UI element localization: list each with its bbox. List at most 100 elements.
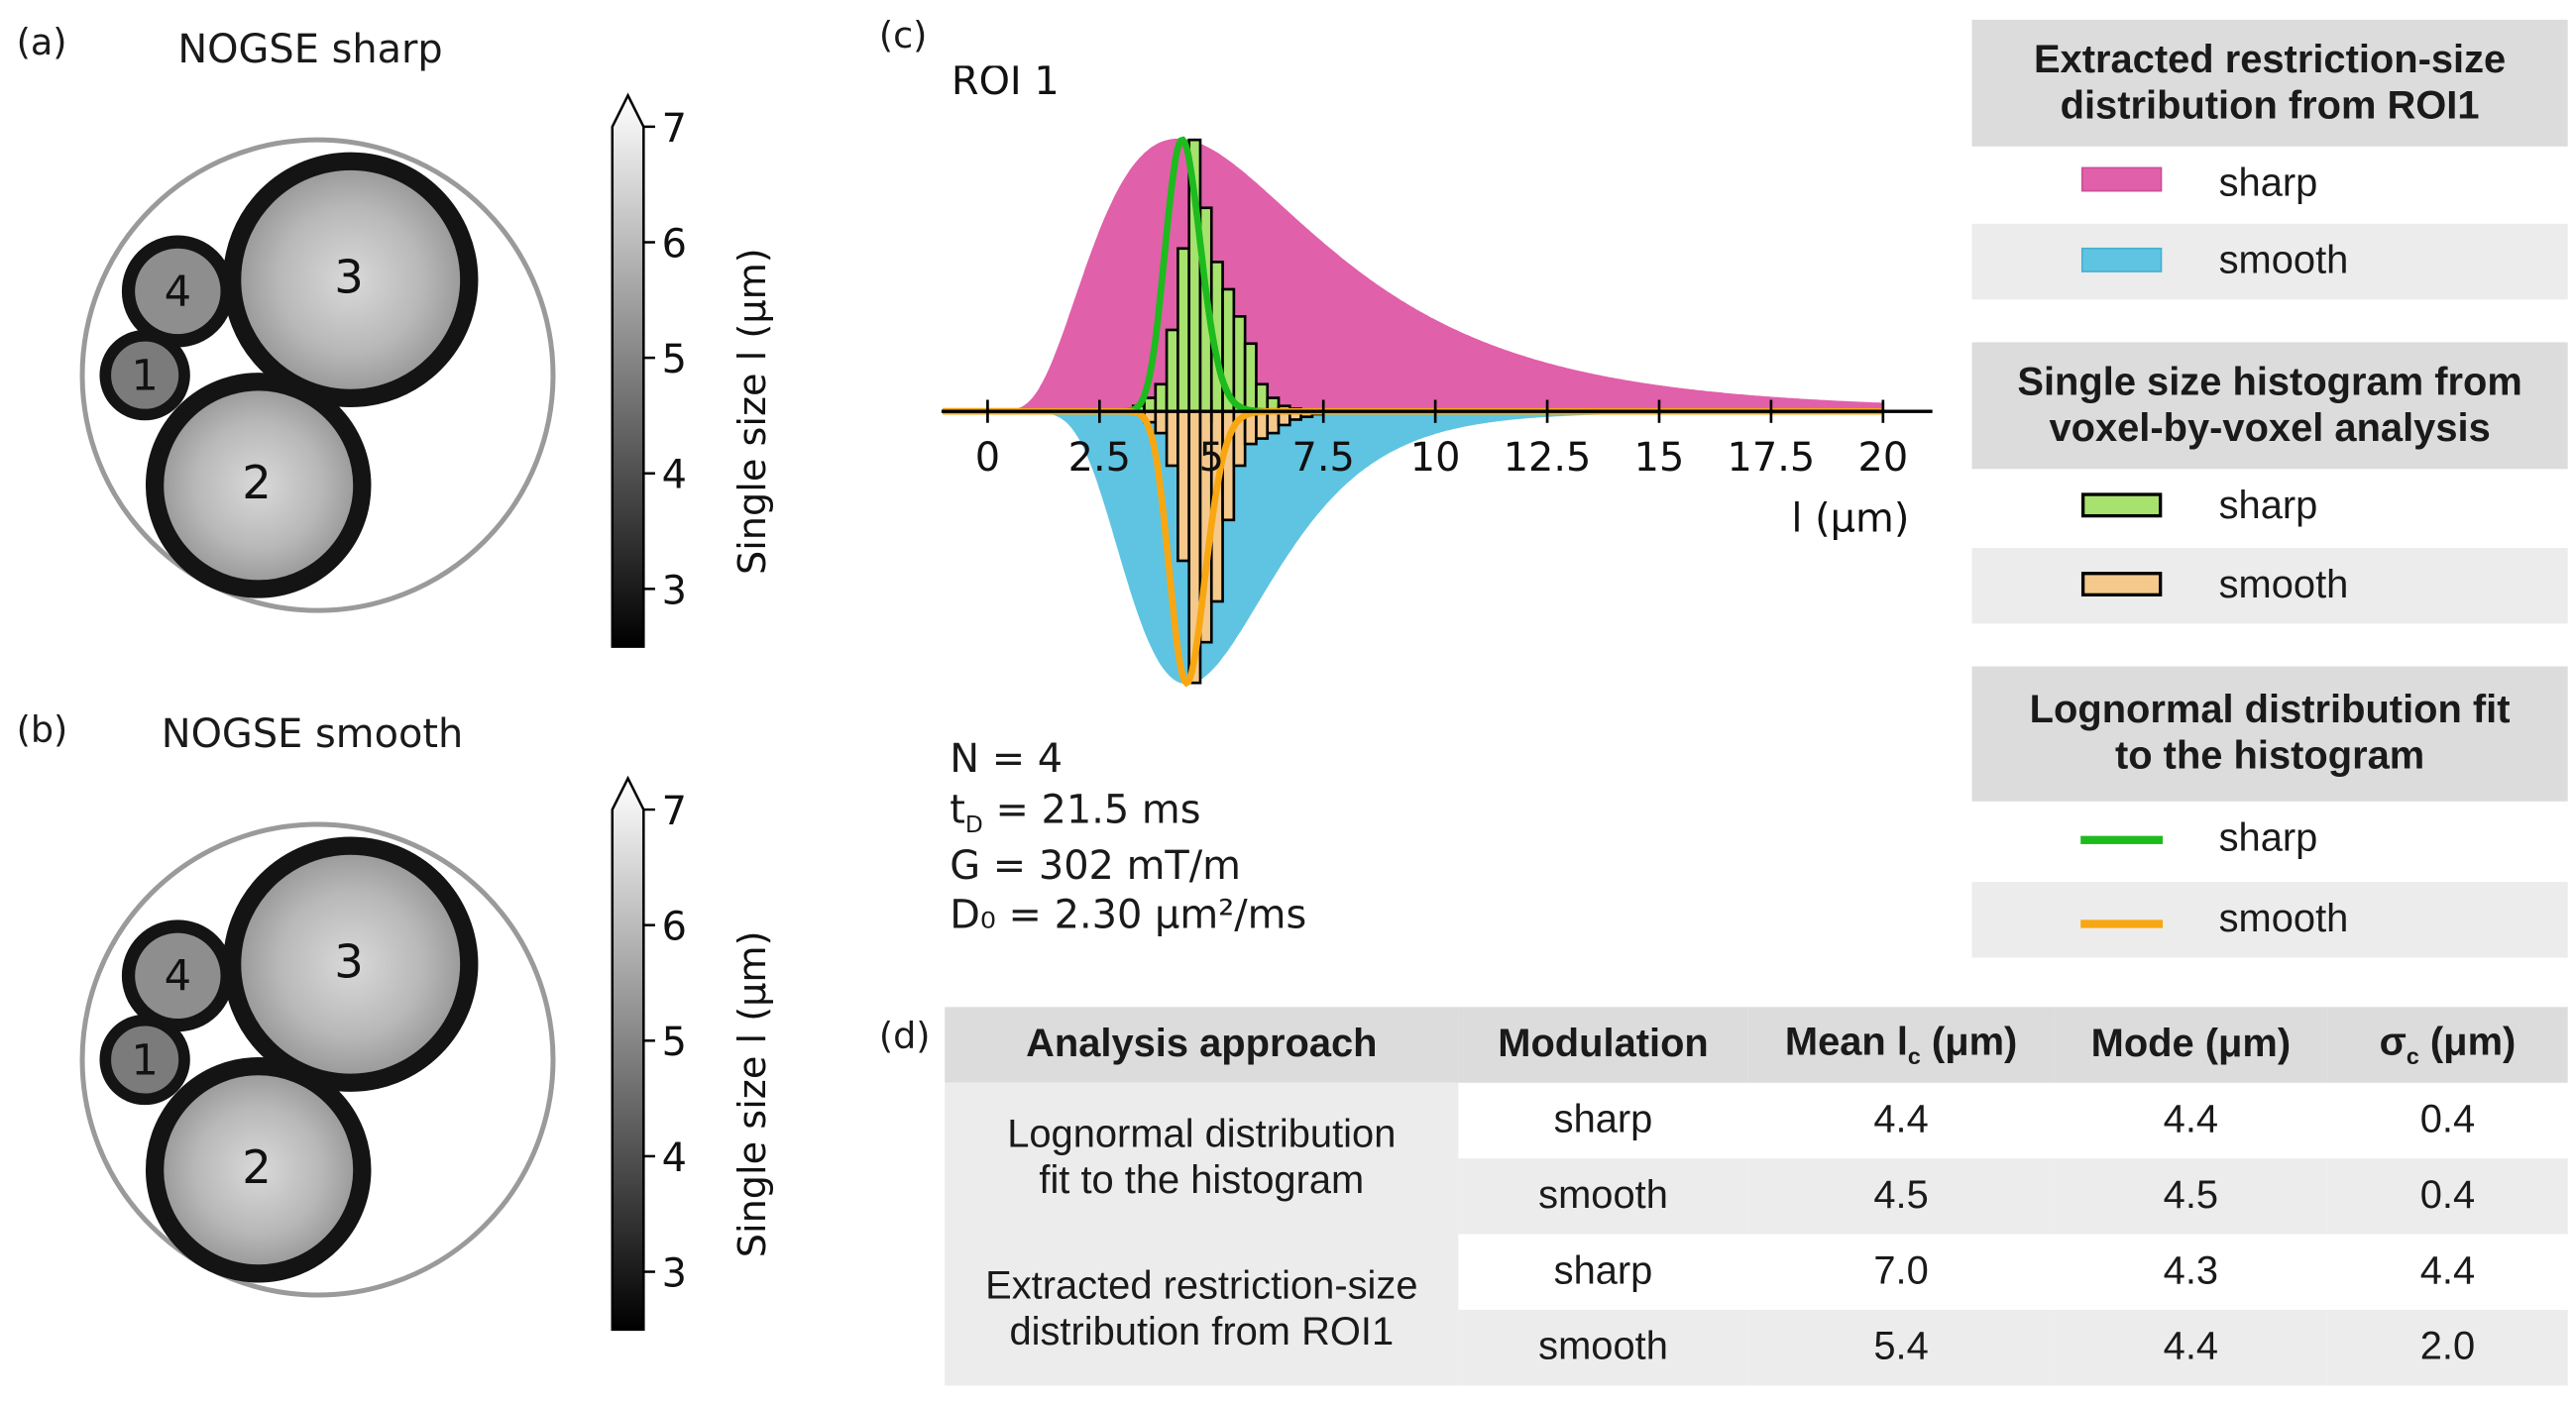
cell-2-label: 2	[242, 456, 272, 509]
mode-cell: 4.5	[2054, 1158, 2328, 1235]
legend-extracted-title: Extracted restriction-size distribution …	[1971, 19, 2568, 147]
panel-d-label: (d)	[878, 1017, 931, 1058]
swatch-sharp-area	[2080, 166, 2163, 192]
colorbar-ticks: 3 4 5 6 7	[643, 106, 687, 613]
mode-cell: 4.4	[2163, 1097, 2219, 1142]
mean-cell: 4.5	[1747, 1158, 2055, 1235]
panel-a-label: (a)	[16, 23, 67, 64]
cell-1-label: 1	[131, 1035, 158, 1085]
colorbar-ticks: 3 4 5 6 7	[643, 789, 687, 1296]
colorbar-gradient	[611, 92, 645, 648]
mode-cell: 4.4	[2054, 1309, 2328, 1386]
mean-cell: 7.0	[1873, 1248, 1929, 1294]
x-tick-label: 12.5	[1504, 435, 1592, 481]
area-extracted-sharp	[943, 138, 1885, 413]
legend-fit-smooth: smooth	[1971, 882, 2568, 958]
colorbar-tick-label: 7	[662, 106, 687, 152]
swatch-sharp-line	[2080, 835, 2164, 844]
cell-2	[145, 373, 372, 598]
approach-cell: Lognormal distribution fit to the histog…	[945, 1082, 1459, 1235]
hist-bar-smooth	[1176, 409, 1191, 563]
cell-4	[121, 235, 234, 348]
table-row: smooth 4.5 4.5 0.4	[945, 1158, 2568, 1235]
col-mean: Mean lc (μm)	[1747, 1007, 2055, 1083]
legend-fit-sharp: sharp	[1972, 802, 2568, 877]
legend-extracted-sharp: sharp	[1972, 147, 2568, 222]
param-td-value: = 21.5 ms	[982, 786, 1201, 833]
modulation-cell: smooth	[1458, 1158, 1748, 1235]
x-tick-label: 7.5	[1292, 435, 1355, 481]
hist-bar-sharp	[1165, 328, 1179, 413]
col-mode: Mode (μm)	[2054, 1007, 2328, 1083]
cell-4	[121, 919, 234, 1032]
map-sharp: 3 2 4 1	[79, 137, 556, 613]
modulation-cell: sharp	[1553, 1248, 1653, 1294]
param-td-prefix: t	[950, 786, 965, 833]
x-tick-label: 2.5	[1068, 435, 1131, 481]
cell-1	[99, 1014, 190, 1106]
hist-bar-sharp	[1176, 247, 1191, 413]
colorbar-smooth: 3 4 5 6 7 Single size l (μm)	[611, 775, 775, 1332]
table-row: Lognormal distribution fit to the histog…	[945, 1082, 2567, 1235]
table-row: smooth 5.4 4.4 2.0	[945, 1309, 2568, 1386]
hist-bar-sharp	[1154, 382, 1169, 413]
legend-extracted-smooth: smooth	[1971, 223, 2568, 300]
param-g: G = 302 mT/m	[950, 842, 1242, 889]
col-sigma: σc (μm)	[2327, 1007, 2568, 1083]
cell-1-label: 1	[131, 352, 158, 401]
colorbar-gradient	[611, 775, 645, 1332]
colorbar-tick-label: 5	[662, 1020, 687, 1065]
swatch-sharp-hist	[2080, 492, 2163, 518]
param-d0: D₀ = 2.30 μm²/ms	[950, 892, 1307, 938]
param-n: N = 4	[950, 735, 1064, 782]
swatch-smooth-line	[2080, 919, 2164, 928]
mode-cell: 4.3	[2163, 1248, 2219, 1294]
cell-2-label: 2	[242, 1140, 272, 1194]
size-distribution-chart: ROI 1 0 2.5 5 7.5 10 12.5 15 17.5 20 l (μm)	[941, 65, 1933, 688]
results-table: Analysis approach Modulation Mean lc (μm…	[945, 1007, 2568, 1386]
cell-1	[99, 329, 190, 421]
col-approach: Analysis approach	[945, 1007, 1459, 1083]
sigma-cell: 2.0	[2327, 1309, 2568, 1386]
map-smooth: 3 2 4 1	[79, 821, 556, 1298]
colorbar-tick-label: 3	[662, 1250, 687, 1296]
panel-b-label: (b)	[16, 710, 68, 752]
panel-c-label: (c)	[878, 16, 928, 58]
cell-2	[145, 1056, 372, 1283]
colorbar-label: Single size l (μm)	[731, 930, 775, 1257]
colorbar-tick-label: 5	[662, 337, 687, 382]
hist-bar-smooth	[1165, 409, 1179, 468]
x-tick-label: 20	[1857, 435, 1908, 481]
cell-4-label: 4	[165, 952, 191, 1002]
colorbar-tick-label: 3	[662, 568, 687, 613]
swatch-smooth-area	[2080, 247, 2163, 272]
hist-bar-sharp	[1243, 342, 1258, 413]
swatch-smooth-hist	[2080, 572, 2163, 597]
panel-b-title: NOGSE smooth	[161, 710, 464, 757]
sigma-cell: 0.4	[2419, 1097, 2476, 1142]
colorbar-label: Single size l (μm)	[731, 248, 775, 575]
colorbar-tick-label: 7	[662, 789, 687, 834]
legend-hist-smooth: smooth	[1971, 548, 2568, 624]
param-td-sub: D	[964, 812, 983, 839]
colorbar-sharp: 3 4 5 6 7 Single size l (μm)	[611, 92, 775, 648]
x-axis-label: l (μm)	[1791, 495, 1909, 541]
legend-fit-title: Lognormal distribution fit to the histog…	[1971, 666, 2568, 802]
x-tick-label: 15	[1634, 435, 1685, 481]
modulation-cell: sharp	[1553, 1097, 1653, 1142]
colorbar-tick-label: 6	[662, 905, 687, 950]
hist-bar-sharp	[1232, 315, 1247, 413]
cell-3-label: 3	[334, 934, 364, 988]
chart-title: ROI 1	[952, 65, 1060, 104]
sigma-cell: 4.4	[2419, 1248, 2476, 1294]
hist-bar-sharp	[1255, 382, 1270, 413]
legend-hist-sharp: sharp	[1972, 469, 2568, 544]
x-tick-label: 0	[975, 435, 1000, 481]
mean-cell: 5.4	[1747, 1309, 2055, 1386]
cell-4-label: 4	[165, 268, 191, 317]
sigma-cell: 0.4	[2327, 1158, 2568, 1235]
cell-3-label: 3	[334, 251, 364, 304]
approach-cell: Extracted restriction-size distribution …	[945, 1234, 1459, 1386]
colorbar-tick-label: 6	[662, 221, 687, 267]
